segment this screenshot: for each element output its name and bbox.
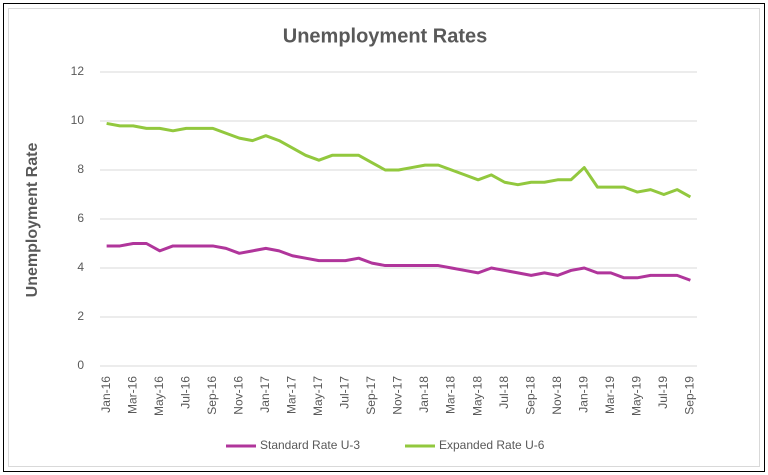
x-tick-label: Jan-18 (417, 376, 431, 413)
legend-label: Standard Rate U-3 (260, 438, 360, 452)
line-series (106, 121, 692, 199)
y-tick-label: 10 (71, 113, 85, 127)
x-tick-label: Mar-16 (125, 376, 139, 414)
line-series (106, 242, 691, 282)
x-tick-label: Sep-17 (364, 376, 378, 415)
x-tick-label: Nov-16 (231, 376, 245, 415)
x-tick-label: Sep-19 (683, 376, 697, 415)
chart-title: Unemployment Rates (283, 25, 488, 47)
chart-area (8, 8, 760, 467)
x-tick-label: Jan-19 (576, 376, 590, 413)
x-tick-label: Jan-17 (258, 376, 272, 413)
y-tick-label: 6 (77, 211, 84, 225)
x-tick-label: Sep-18 (523, 376, 537, 415)
x-tick-label: Sep-16 (205, 376, 219, 415)
x-tick-label: Jan-16 (99, 376, 113, 413)
y-axis-label: Unemployment Rate (24, 143, 41, 298)
x-tick-label: Mar-18 (444, 376, 458, 414)
y-tick-label: 12 (71, 64, 85, 78)
y-tick-label: 4 (77, 260, 84, 274)
x-tick-label: May-16 (152, 376, 166, 416)
x-tick-label: May-19 (629, 376, 643, 416)
x-tick-label: Jul-19 (656, 376, 670, 409)
y-tick-label: 2 (77, 309, 84, 323)
x-tick-label: Nov-18 (550, 376, 564, 415)
x-tick-label: Mar-19 (603, 376, 617, 414)
x-tick-label: Jul-18 (497, 376, 511, 409)
x-tick-label: Nov-17 (391, 376, 405, 415)
x-tick-label: May-18 (470, 376, 484, 416)
x-tick-label: Jul-16 (178, 376, 192, 409)
y-tick-label: 0 (77, 358, 84, 372)
x-tick-label: May-17 (311, 376, 325, 416)
x-tick-label: Mar-17 (285, 376, 299, 414)
x-tick-label: Jul-17 (338, 376, 352, 409)
y-tick-label: 8 (77, 162, 84, 176)
legend-label: Expanded Rate U-6 (439, 438, 545, 452)
